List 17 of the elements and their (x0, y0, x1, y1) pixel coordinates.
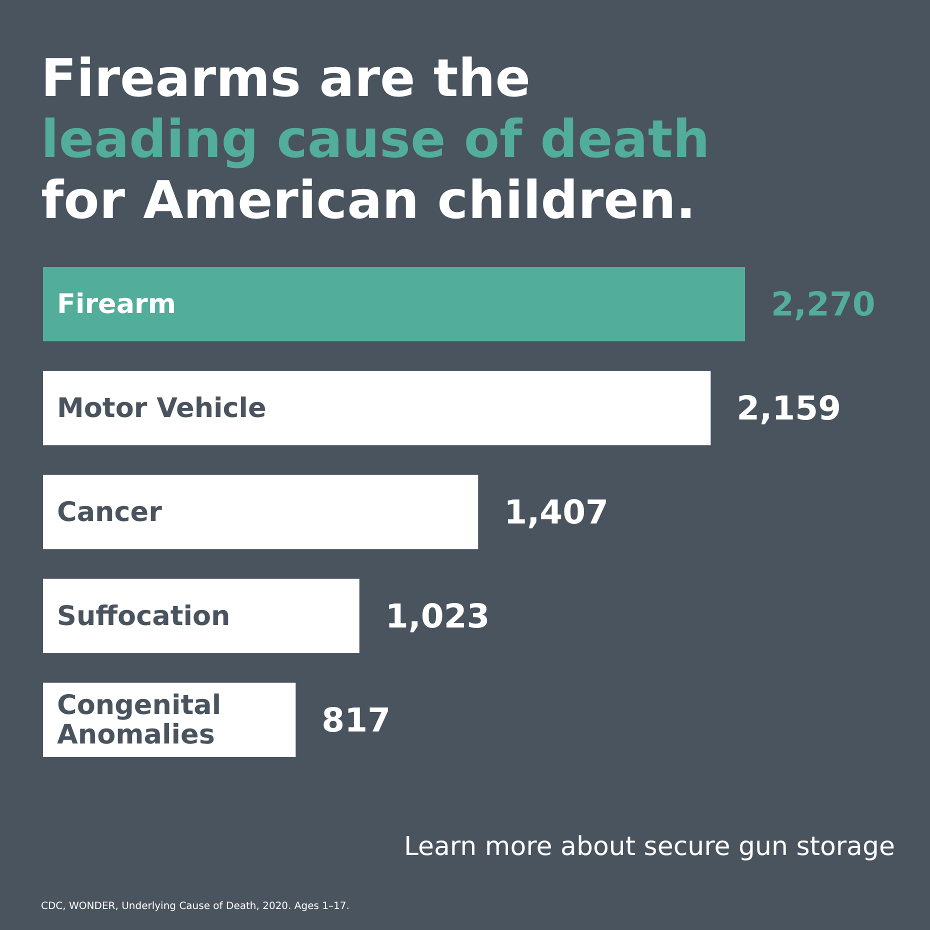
bar (43, 267, 745, 342)
y-tick-label: Suffocation (57, 600, 230, 632)
bar (43, 474, 478, 550)
data-label: 2,270 (771, 284, 876, 324)
bar (43, 370, 711, 446)
data-label: 2,159 (736, 388, 842, 428)
y-tick-label: Firearm (57, 288, 176, 320)
data-label: 1,023 (385, 596, 490, 636)
text: CDC, WONDER, Underlying Cause of Death, 2020. Ages 1–17. (41, 901, 350, 912)
y-tick-label: Cancer (57, 496, 163, 528)
bar (43, 578, 360, 654)
y-tick-label: Congenital Anomalies (57, 690, 222, 750)
chart-title: Firearms are the leading cause of death for American children. (41, 49, 710, 231)
y-tick-label: Motor Vehicle (57, 392, 266, 424)
text: Learn more about secure gun storage (404, 832, 895, 862)
data-label: 817 (322, 700, 391, 740)
data-label: 1,407 (504, 492, 609, 532)
